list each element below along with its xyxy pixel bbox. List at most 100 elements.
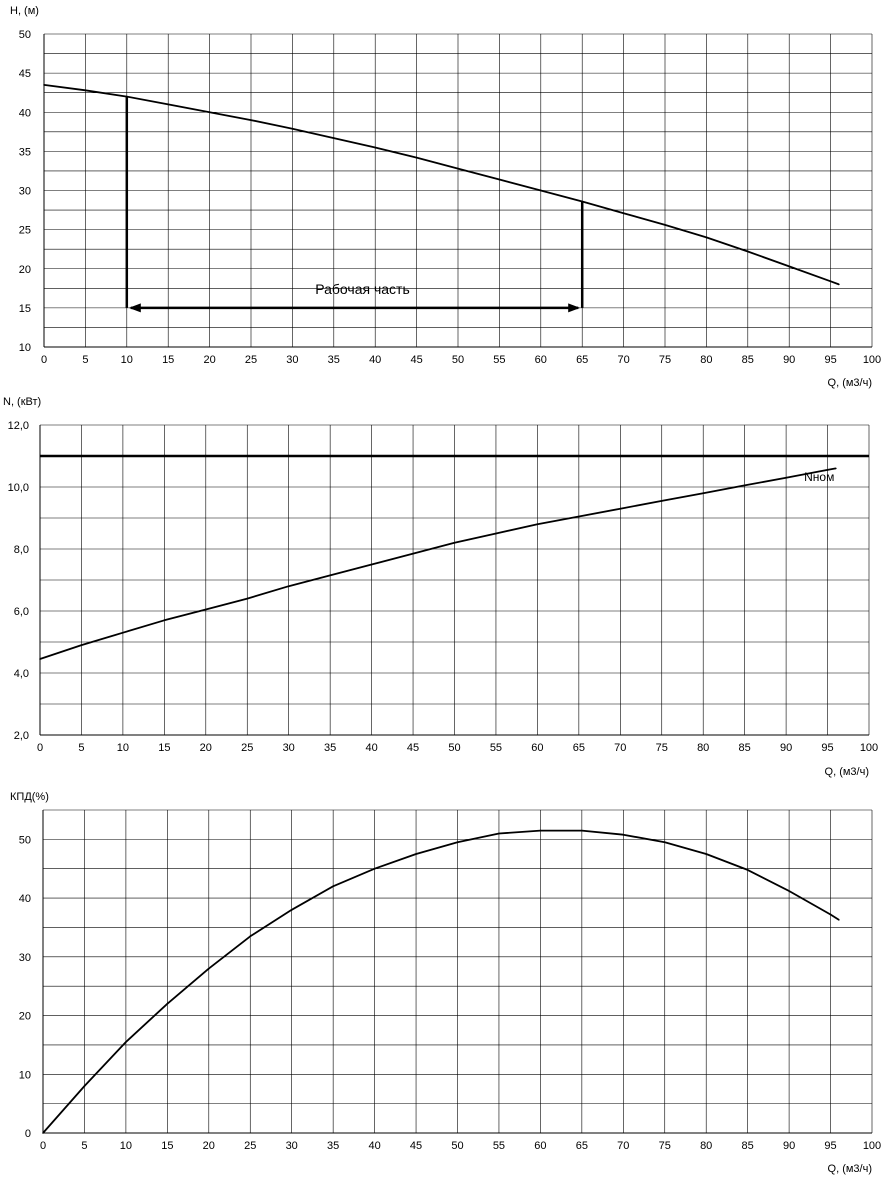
series-point <box>287 585 290 587</box>
x-tick-label: 70 <box>614 742 626 754</box>
series-line <box>43 84 840 286</box>
series-point <box>166 1003 169 1005</box>
series-point <box>622 212 625 214</box>
x-tick-label: 45 <box>407 742 419 754</box>
x-tick-label: 80 <box>700 1140 712 1152</box>
series-point <box>208 111 211 114</box>
x-tick-label: 30 <box>286 354 298 366</box>
series-point <box>498 832 500 835</box>
series-point <box>826 469 829 471</box>
x-tick-label: 75 <box>659 354 671 366</box>
y-tick-label: 35 <box>19 146 31 158</box>
x-tick-label: 55 <box>493 1140 505 1152</box>
x-tick-label: 50 <box>452 354 464 366</box>
series-point <box>539 829 542 832</box>
x-tick-label: 20 <box>200 742 212 754</box>
series-point <box>167 103 169 106</box>
x-tick-label: 95 <box>824 354 836 366</box>
series-point <box>540 189 542 192</box>
x-tick-label: 55 <box>493 354 505 366</box>
y-tick-label: 10 <box>19 342 31 354</box>
series-point <box>788 890 790 892</box>
series-point <box>415 156 418 159</box>
series-point <box>663 841 666 844</box>
series-point <box>122 631 124 634</box>
x-tick-label: 15 <box>162 354 174 366</box>
series-point <box>619 507 622 510</box>
x-tick-label: 75 <box>659 1140 671 1152</box>
series-point <box>374 146 377 149</box>
series-point <box>246 597 249 600</box>
series-point <box>838 283 840 286</box>
x-tick-label: 100 <box>860 742 878 754</box>
x-tick-label: 85 <box>742 1140 754 1152</box>
y-tick-label: 6,0 <box>14 606 29 618</box>
series-point <box>208 967 210 970</box>
series-point <box>660 500 663 502</box>
series-point <box>83 1085 86 1087</box>
series-point <box>835 467 837 470</box>
series-point <box>370 563 373 566</box>
y-tick-label: 12,0 <box>8 420 29 432</box>
x-tick-label: 90 <box>783 1140 795 1152</box>
x-tick-label: 25 <box>241 742 253 754</box>
head-chart: 0 5 10 15 20 25 30 35 40 45 50 55 60 65 70 75 80 85 90 95 10… <box>10 5 881 389</box>
series-point <box>329 574 331 577</box>
x-axis-title: Q, (м3/ч) <box>828 377 872 389</box>
x-tick-label: 10 <box>117 742 129 754</box>
series-point <box>498 178 501 181</box>
series-point <box>838 919 840 921</box>
series-point <box>332 885 334 888</box>
series-point <box>43 84 45 86</box>
y-tick-label: 25 <box>19 225 31 237</box>
x-tick-label: 15 <box>158 742 170 754</box>
series-point <box>495 532 497 535</box>
x-tick-label: 5 <box>78 742 84 754</box>
series-point <box>333 137 335 139</box>
x-tick-label: 85 <box>742 354 754 366</box>
x-tick-label: 60 <box>534 1140 546 1152</box>
series-point <box>705 853 707 855</box>
series-point <box>250 119 252 121</box>
x-tick-label: 60 <box>531 742 543 754</box>
series-point <box>746 869 749 871</box>
series-point <box>747 250 749 253</box>
y-axis-title: H, (м) <box>10 5 39 17</box>
series-point <box>785 476 787 479</box>
x-tick-label: 25 <box>245 354 257 366</box>
series-point <box>163 619 166 622</box>
x-tick-label: 65 <box>573 742 585 754</box>
series-point <box>743 484 746 487</box>
x-axis-title: Q, (м3/ч) <box>825 766 869 778</box>
y-tick-label: 50 <box>19 834 31 846</box>
x-tick-label: 40 <box>368 1140 380 1152</box>
y-tick-label: 50 <box>19 29 31 41</box>
series-point <box>125 1041 127 1043</box>
series-point <box>581 829 583 832</box>
x-tick-label: 35 <box>328 354 340 366</box>
x-tick-label: 20 <box>203 354 215 366</box>
x-tick-label: 50 <box>448 742 460 754</box>
series-line <box>39 467 836 660</box>
series-point <box>453 542 456 544</box>
series-line <box>42 829 840 1134</box>
y-tick-label: 45 <box>19 68 31 80</box>
efficiency-chart: 0 5 10 15 20 25 30 35 40 45 50 55 60 65 70 75 80 85 90 95 10… <box>10 791 881 1175</box>
x-tick-label: 55 <box>490 742 502 754</box>
x-tick-label: 100 <box>863 1140 881 1152</box>
y-tick-label: 10,0 <box>8 482 29 494</box>
y-axis-title: N, (кВт) <box>3 396 41 408</box>
series-point <box>536 523 539 525</box>
series-point <box>290 909 293 911</box>
x-tick-label: 95 <box>821 742 833 754</box>
x-tick-label: 10 <box>121 354 133 366</box>
x-tick-label: 85 <box>739 742 751 754</box>
x-tick-label: 45 <box>410 1140 422 1152</box>
y-tick-label: 2,0 <box>14 730 29 742</box>
x-tick-label: 60 <box>535 354 547 366</box>
series-point <box>457 167 459 170</box>
series-point <box>42 1132 44 1134</box>
y-tick-label: 30 <box>19 186 31 198</box>
series-point <box>578 515 580 518</box>
